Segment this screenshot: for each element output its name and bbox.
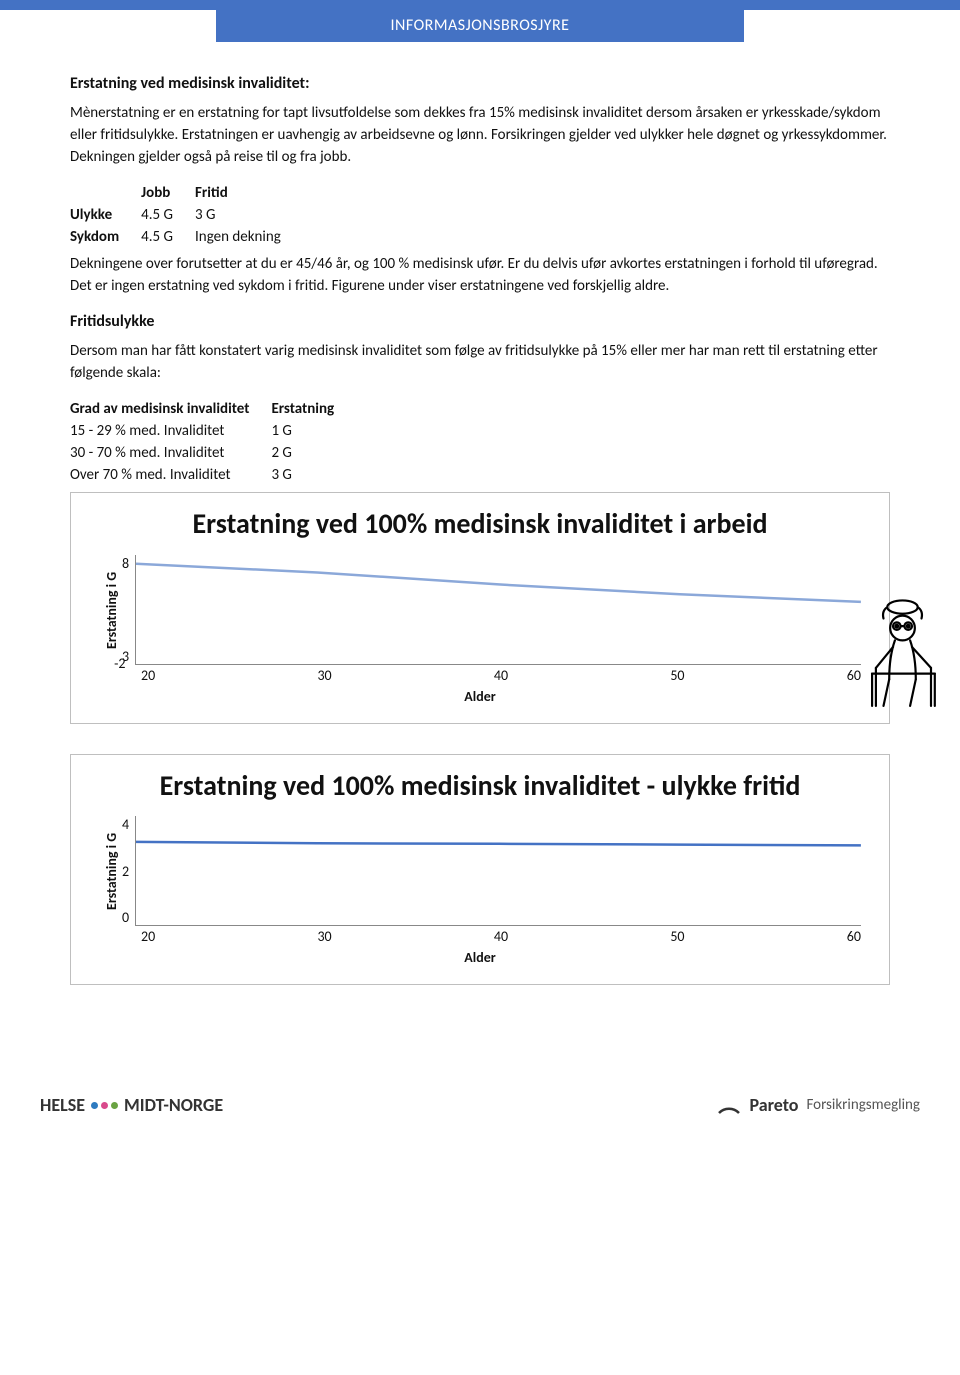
chart2-svg: [136, 816, 861, 925]
chart2-xticks: 20 30 40 50 60: [141, 926, 861, 945]
section1-body: Mènerstatning er en erstatning for tapt …: [70, 103, 890, 168]
t2-h0: Grad av medisinsk invaliditet: [70, 398, 271, 420]
footer: HELSE MIDT-NORGE Pareto Forsikringsmegli…: [0, 1075, 960, 1135]
chart2-title: Erstatning ved 100% medisinsk invalidite…: [99, 769, 861, 803]
footer-left2: MIDT-NORGE: [124, 1094, 223, 1116]
t1-r0c1: 4.5 G: [141, 204, 195, 226]
footer-left1: HELSE: [40, 1094, 85, 1116]
t1-h0: [70, 182, 141, 204]
chart1-title: Erstatning ved 100% medisinsk invalidite…: [99, 507, 861, 541]
chart2-xtick: 50: [670, 928, 684, 945]
chart2-xtick: 60: [847, 928, 861, 945]
t2-r2c1: 3 G: [271, 464, 356, 486]
chart1-svg: [136, 555, 861, 664]
chart2-ytick: 0: [122, 909, 129, 926]
t1-r1c2: Ingen dekning: [195, 226, 303, 248]
t1-h2: Fritid: [195, 182, 303, 204]
table1-note: Dekningene over forutsetter at du er 45/…: [70, 254, 890, 298]
footer-right2: Forsikringsmegling: [806, 1096, 920, 1114]
chart2-ylabel: Erstatning i G: [99, 816, 120, 926]
t1-r0c2: 3 G: [195, 204, 303, 226]
chart2-xtick: 30: [317, 928, 331, 945]
t2-r1c0: 30 - 70 % med. Invaliditet: [70, 442, 271, 464]
coverage-table: Jobb Fritid Ulykke 4.5 G 3 G Sykdom 4.5 …: [70, 182, 303, 248]
chart1-xtick: 30: [317, 667, 331, 684]
section1-title: Erstatning ved medisinsk invaliditet:: [70, 74, 890, 93]
t1-r1c1: 4.5 G: [141, 226, 195, 248]
dot-icon: [111, 1102, 118, 1109]
chart1-xtick: 50: [670, 667, 684, 684]
t2-r2c0: Over 70 % med. Invaliditet: [70, 464, 271, 486]
t1-r0-label: Ulykke: [70, 204, 141, 226]
top-bar: [0, 0, 960, 10]
chart1-box: Erstatning ved 100% medisinsk invalidite…: [70, 492, 890, 724]
chart1-xlabel: Alder: [99, 688, 861, 705]
chart1-xtick: 40: [494, 667, 508, 684]
pareto-arc-icon: [717, 1093, 741, 1117]
page-content: Erstatning ved medisinsk invaliditet: Mè…: [0, 50, 960, 1035]
footer-dots: [91, 1102, 118, 1109]
chart2-ytick: 4: [122, 816, 129, 833]
footer-right1: Pareto: [749, 1094, 798, 1116]
t2-r0c0: 15 - 29 % med. Invaliditet: [70, 420, 271, 442]
chart1-xtick: 20: [141, 667, 155, 684]
chart2-xlabel: Alder: [99, 949, 861, 966]
footer-right-logo: Pareto Forsikringsmegling: [717, 1093, 920, 1117]
section2-body: Dersom man har fått konstatert varig med…: [70, 341, 890, 385]
chart1-ylabel: Erstatning i G: [99, 555, 120, 665]
t2-r1c1: 2 G: [271, 442, 356, 464]
header-banner: INFORMASJONSBROSJYRE: [216, 10, 744, 42]
t1-h1: Jobb: [141, 182, 195, 204]
dot-icon: [101, 1102, 108, 1109]
chart1-ytick: 8: [122, 555, 129, 572]
chart2-xtick: 40: [494, 928, 508, 945]
chart1-yticks: 8 3: [120, 555, 135, 665]
chart2-xtick: 20: [141, 928, 155, 945]
chart1-ytick-neg: -2: [114, 655, 125, 672]
chart2-yticks: 4 2 0: [120, 816, 135, 926]
elderly-person-icon: [855, 590, 950, 714]
dot-icon: [91, 1102, 98, 1109]
t2-r0c1: 1 G: [271, 420, 356, 442]
t1-r1-label: Sykdom: [70, 226, 141, 248]
chart1-plot: -2: [135, 555, 861, 665]
chart1-xticks: 20 30 40 50 60: [141, 665, 861, 684]
footer-left-logo: HELSE MIDT-NORGE: [40, 1094, 223, 1116]
chart2-ytick: 2: [122, 863, 129, 880]
t2-h1: Erstatning: [271, 398, 356, 420]
chart2-plot: [135, 816, 861, 926]
compensation-table: Grad av medisinsk invaliditet Erstatning…: [70, 398, 356, 486]
chart2-box: Erstatning ved 100% medisinsk invalidite…: [70, 754, 890, 986]
section2-title: Fritidsulykke: [70, 312, 890, 331]
